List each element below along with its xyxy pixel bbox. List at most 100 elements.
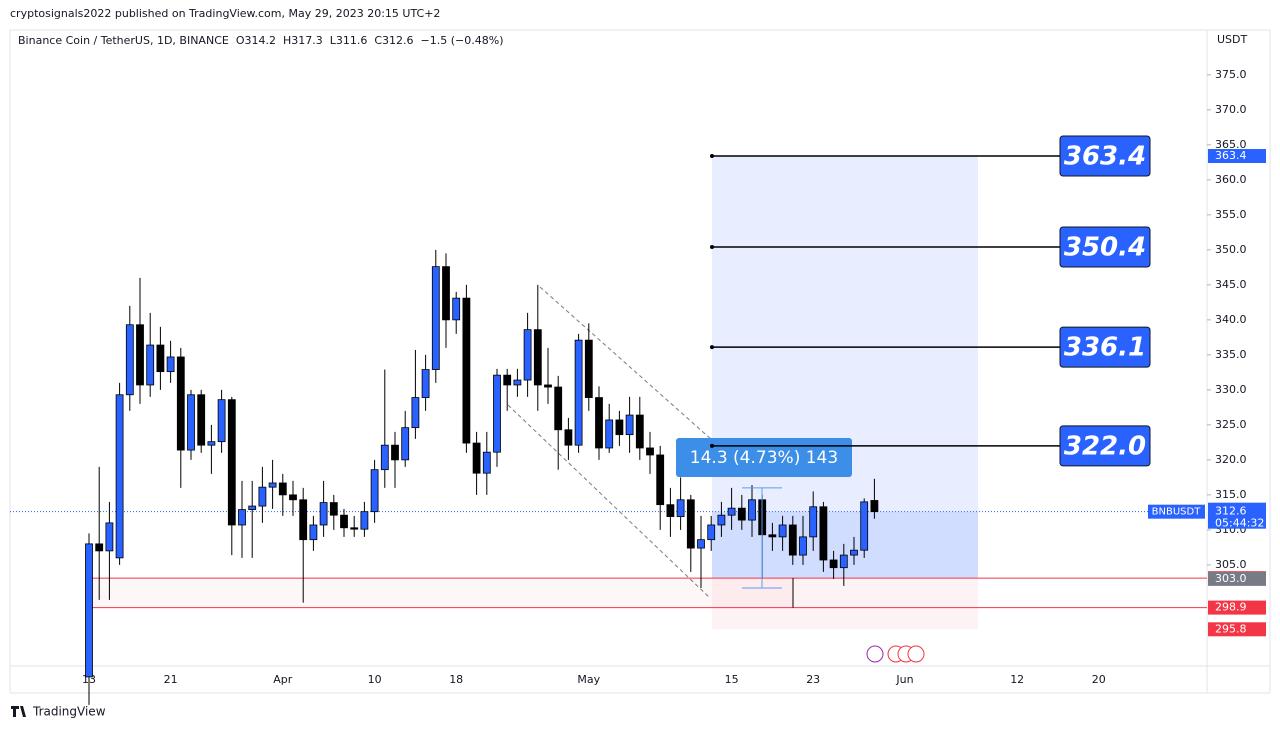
candle-body xyxy=(278,482,287,496)
candle-body xyxy=(309,524,318,541)
x-tick-label: 10 xyxy=(368,673,382,686)
candle-body xyxy=(421,369,430,398)
candle-body xyxy=(737,507,746,521)
y-tick-label: 305.0 xyxy=(1215,558,1247,571)
candle-body xyxy=(707,524,716,541)
target-dot xyxy=(710,345,714,350)
price-label: 363.4 xyxy=(1215,149,1247,162)
y-tick-label: 370.0 xyxy=(1215,103,1247,116)
legend-value: O314.2 xyxy=(236,34,276,47)
target-box xyxy=(1059,425,1151,467)
candle-body xyxy=(136,324,144,386)
candle-body xyxy=(442,266,450,321)
price-label: 295.8 xyxy=(1215,622,1247,635)
candle-body xyxy=(748,499,756,521)
candle-body xyxy=(829,559,838,569)
candle-body xyxy=(462,297,471,444)
legend-value: C312.6 xyxy=(374,34,413,47)
legend: Binance Coin / TetherUS, 1D, BINANCE O314… xyxy=(18,34,504,47)
candle-body xyxy=(329,502,338,516)
target-label: 363.4 xyxy=(1064,142,1146,172)
price-label: 298.9 xyxy=(1215,601,1247,614)
channel-line xyxy=(507,404,711,599)
candle-body xyxy=(799,536,807,556)
candle-body xyxy=(544,384,552,388)
candle-body xyxy=(411,397,420,429)
candle-body xyxy=(85,543,93,678)
target-label: 336.1 xyxy=(1064,333,1146,363)
candle-body xyxy=(125,324,134,396)
y-tick-label: 345.0 xyxy=(1215,278,1247,291)
countdown: 05:44:32 xyxy=(1215,517,1264,530)
candle-body xyxy=(380,444,389,471)
candle-body xyxy=(370,469,379,513)
candle-body xyxy=(666,504,675,517)
candle-body xyxy=(635,414,644,449)
candle-body xyxy=(839,554,848,569)
target-label: 322.0 xyxy=(1064,431,1146,461)
candle-body xyxy=(299,499,308,541)
target-label: 350.4 xyxy=(1064,233,1146,263)
candle-body xyxy=(584,339,593,398)
x-tick-label: 23 xyxy=(806,673,820,686)
y-tick-label: 325.0 xyxy=(1215,418,1247,431)
candle-body xyxy=(727,507,736,516)
candle-body xyxy=(248,505,257,510)
x-tick-label: 18 xyxy=(449,673,463,686)
candle-body xyxy=(401,427,410,461)
publisher: cryptosignals2022 published on TradingVi… xyxy=(10,7,440,20)
measure-label: 14.3 (4.73%) 143 xyxy=(690,448,838,468)
candle-body xyxy=(258,486,267,507)
candle-body xyxy=(340,514,348,529)
target-box xyxy=(1059,226,1151,268)
price-label-box xyxy=(1208,600,1266,615)
candle-body xyxy=(227,399,236,526)
y-tick-label: 355.0 xyxy=(1215,208,1247,221)
candle-body xyxy=(238,509,246,526)
candle-body xyxy=(493,374,501,453)
y-tick-label: 340.0 xyxy=(1215,313,1247,326)
candle-body xyxy=(646,447,654,456)
price-label-box xyxy=(1208,571,1266,586)
candle-body xyxy=(176,356,185,451)
symbol-label: BNBUSDT xyxy=(1152,507,1202,518)
price-label-box xyxy=(1208,622,1266,637)
candle-body xyxy=(268,482,277,488)
candle-body xyxy=(533,329,542,386)
candle-body xyxy=(452,297,461,321)
candle-body xyxy=(431,266,440,370)
candle-body xyxy=(717,514,726,526)
candle-body xyxy=(166,356,175,373)
candle-body xyxy=(686,499,695,549)
legend-value: L311.6 xyxy=(330,34,368,47)
candle-body xyxy=(697,539,705,549)
y-tick-label: 315.0 xyxy=(1215,488,1247,501)
y-tick-label: 335.0 xyxy=(1215,348,1247,361)
candle-body xyxy=(850,549,858,556)
target-box xyxy=(1059,326,1151,368)
x-tick-label: 20 xyxy=(1092,673,1106,686)
symbol-box xyxy=(1148,504,1205,519)
candle-body xyxy=(513,379,522,386)
candle-body xyxy=(574,339,583,446)
y-tick-label: 350.0 xyxy=(1215,243,1247,256)
candle-body xyxy=(156,344,165,373)
y-tick-label: 330.0 xyxy=(1215,383,1247,396)
candle-body xyxy=(472,442,481,474)
x-tick-label: 12 xyxy=(1010,673,1024,686)
candle-body xyxy=(207,441,216,446)
candle-body xyxy=(788,524,797,556)
candle-body xyxy=(595,397,603,449)
x-tick-label: May xyxy=(577,673,600,686)
price-label: 312.6 xyxy=(1215,505,1247,518)
candle-body xyxy=(870,500,879,513)
position-stop-zone xyxy=(712,578,978,630)
candle-body xyxy=(656,454,665,506)
target-dot xyxy=(710,245,714,250)
candle-body xyxy=(350,527,359,530)
candle-body xyxy=(105,522,114,552)
candle-body xyxy=(778,524,787,538)
target-dot xyxy=(710,443,714,448)
y-tick-label: 320.0 xyxy=(1215,453,1247,466)
